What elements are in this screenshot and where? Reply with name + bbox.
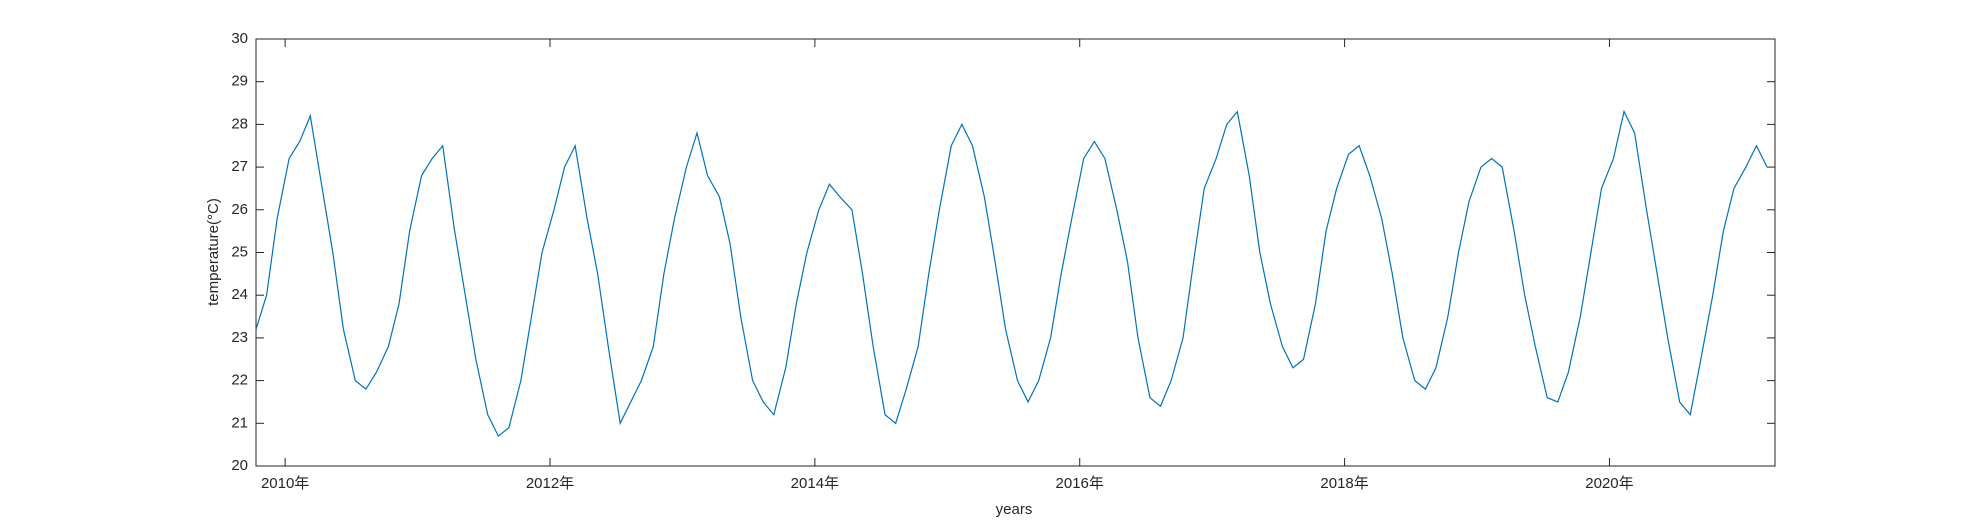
y-tick-label: 29 bbox=[231, 73, 248, 90]
y-tick-label: 22 bbox=[231, 372, 248, 389]
y-tick-label: 20 bbox=[231, 457, 248, 474]
y-tick-label: 27 bbox=[231, 158, 248, 175]
y-tick-label: 23 bbox=[231, 329, 248, 346]
x-tick-label: 2016年 bbox=[1056, 475, 1104, 492]
x-tick-label: 2012年 bbox=[526, 475, 574, 492]
y-tick-label: 21 bbox=[231, 414, 248, 431]
x-axis-label: years bbox=[996, 501, 1033, 518]
y-tick-label: 30 bbox=[231, 30, 248, 47]
y-axis-label: temperature(°C) bbox=[205, 198, 222, 306]
x-tick-label: 2010年 bbox=[261, 475, 309, 492]
axes-box bbox=[255, 38, 1776, 467]
y-tick-label: 24 bbox=[231, 286, 248, 303]
data-line bbox=[255, 109, 1768, 438]
y-tick-label: 26 bbox=[231, 201, 248, 218]
y-tick-label: 25 bbox=[231, 243, 248, 260]
x-tick-label: 2020年 bbox=[1585, 475, 1633, 492]
x-tick-label: 2018年 bbox=[1320, 475, 1368, 492]
y-tick-label: 28 bbox=[231, 115, 248, 132]
x-tick-label: 2014年 bbox=[791, 475, 839, 492]
